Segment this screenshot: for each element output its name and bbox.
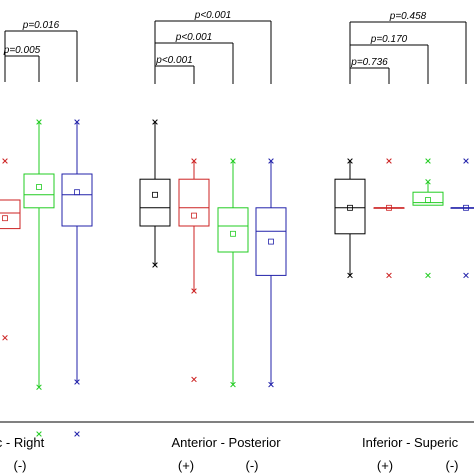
box-2-1-outlier-1: [386, 158, 392, 164]
box-1-2-body: [217, 207, 249, 253]
box-0-1-whisker-low-cap: [36, 384, 42, 390]
box-1-2-whisker-high-cap: [230, 158, 236, 164]
box-1-0-whisker-low-cap: [152, 262, 158, 268]
box-2-3-mean: [463, 204, 469, 211]
bracket-1-2-label: p<0.001: [194, 10, 231, 21]
group-sign-2-a: (+): [377, 458, 393, 473]
box-1-1-outlier-0: [191, 376, 197, 383]
box-0-2-mean: [74, 189, 80, 196]
box-1-1-mean: [191, 212, 197, 219]
box-0-1-mean: [36, 184, 42, 190]
bracket-1-0-label: p<0.001: [155, 55, 192, 66]
box-1-3-mean: [268, 238, 274, 245]
box-2-2-outlier-0: [425, 272, 431, 279]
box-2-0-body: [334, 178, 366, 235]
bracket-2-2-label: p=0.458: [389, 11, 427, 22]
box-1-0-whisker-high-cap: [152, 119, 158, 125]
box-1-2-mean: [230, 230, 236, 237]
box-2-3-outlier-1: [463, 158, 469, 164]
box-1-2-whisker-low-cap: [230, 381, 236, 388]
box-2-2-whisker-high-cap: [425, 179, 431, 185]
box-1-3-whisker-high-cap: [268, 158, 274, 164]
box-0-2-body: [61, 173, 93, 227]
box-1-0-body: [139, 178, 171, 227]
box-2-2-mean: [425, 197, 431, 203]
box-1-0-mean: [152, 191, 158, 198]
box-2-2-body: [412, 191, 444, 206]
box-2-3-outlier-0: [463, 272, 469, 279]
box-2-1-outlier-0: [386, 272, 392, 279]
box-2-0-mean: [347, 204, 353, 211]
box-2-0-whisker-high-cap: [347, 158, 353, 164]
box-1-3-body: [255, 207, 287, 276]
bracket-1-1-label: p<0.001: [175, 32, 212, 43]
box-0-1-whisker-high-cap: [36, 119, 42, 125]
group-sign-0-b: (-): [14, 458, 27, 473]
box-0-1-outlier-0: [36, 431, 42, 437]
bracket-0-0-label: p=0.005: [3, 45, 41, 56]
group-sign-1-b: (-): [246, 458, 259, 473]
box-0-1-body: [23, 173, 55, 209]
box-1-1-whisker-high-cap: [191, 158, 197, 164]
bracket-2-1-label: p=0.170: [370, 34, 408, 45]
bracket-2-0-label: p=0.736: [350, 57, 388, 68]
box-1-1-whisker-low-cap: [191, 288, 197, 294]
box-1-1-body: [178, 178, 210, 227]
box-0-0-body: [0, 199, 21, 230]
bracket-0-1-label: p=0.016: [22, 20, 60, 31]
box-2-0-whisker-low-cap: [347, 272, 353, 279]
box-0-2-whisker-high-cap: [74, 119, 80, 125]
box-0-0-outlier-0: [2, 335, 8, 341]
box-2-2-outlier-1: [425, 158, 431, 164]
box-0-0-mean: [2, 215, 8, 222]
group-label-2: Inferior - Superic: [362, 435, 459, 450]
group-label-0: c - Right: [0, 435, 45, 450]
box-1-3-whisker-low-cap: [268, 381, 274, 388]
box-2-1-mean: [386, 204, 392, 211]
box-0-0-outlier-1: [2, 158, 8, 164]
box-0-2-whisker-low-cap: [74, 379, 80, 385]
group-label-1: Anterior - Posterior: [171, 435, 281, 450]
box-0-2-outlier-0: [74, 431, 80, 437]
group-sign-1-a: (+): [178, 458, 194, 473]
group-sign-2-b: (-): [446, 458, 459, 473]
